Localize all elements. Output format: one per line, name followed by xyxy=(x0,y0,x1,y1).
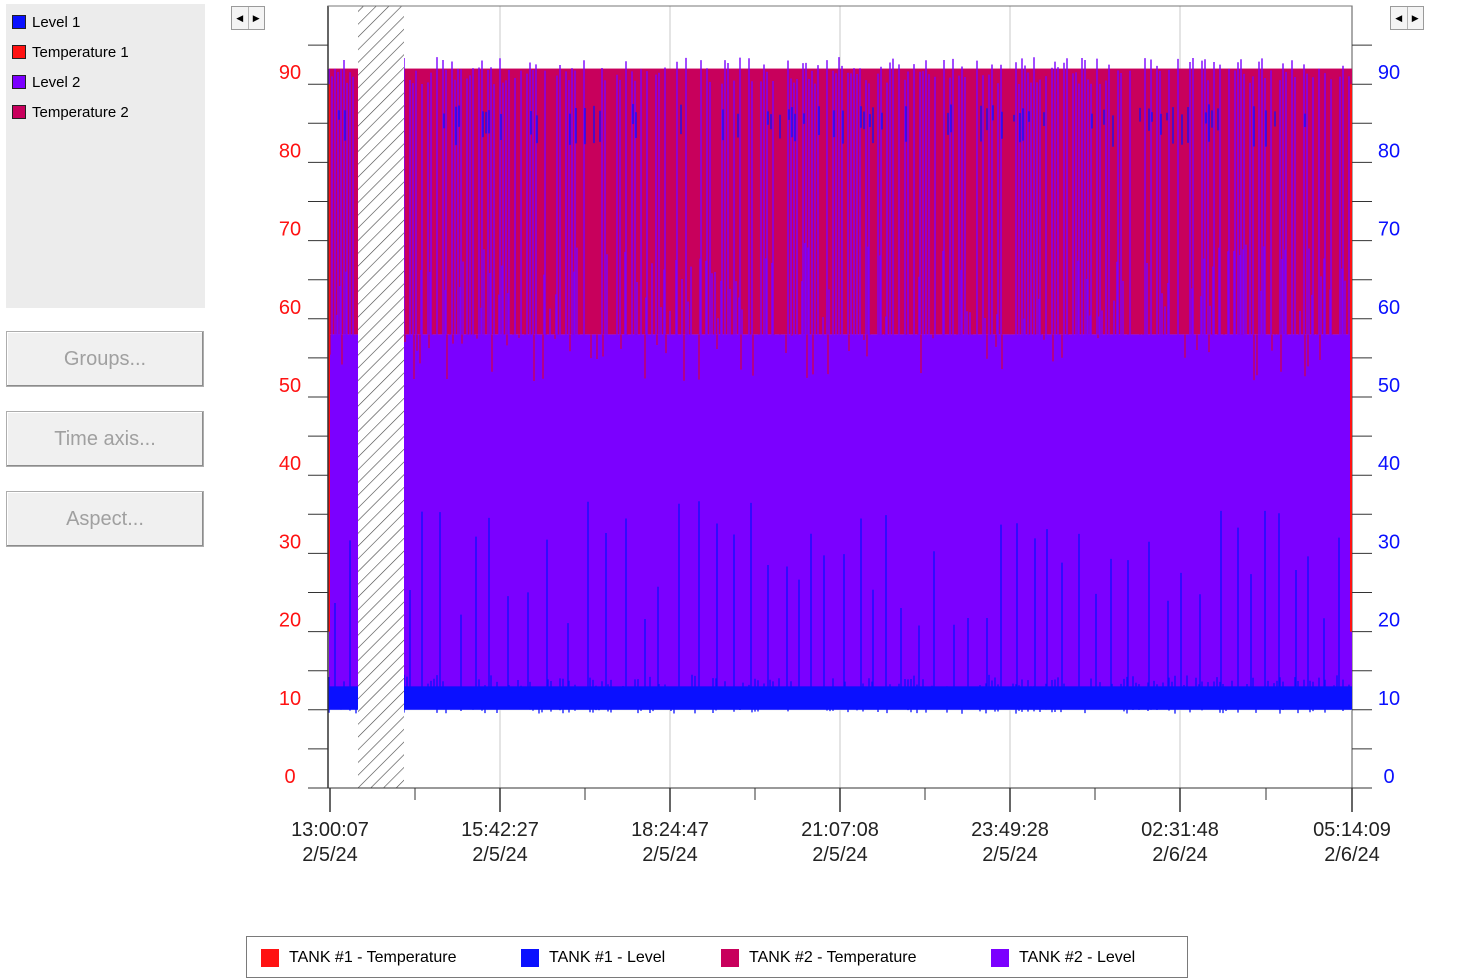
x-tick-time-label: 21:07:08 xyxy=(801,819,879,841)
x-tick-time-label: 18:24:47 xyxy=(631,819,709,841)
bottom-legend-item-tank1-temperature[interactable]: TANK #1 - Temperature xyxy=(261,949,456,967)
x-tick-time-label: 15:42:27 xyxy=(461,819,539,841)
right-tick-label: 0 xyxy=(1383,766,1394,788)
right-tick-label: 30 xyxy=(1378,531,1400,553)
left-tick-label: 70 xyxy=(279,219,301,241)
x-tick-date-label: 2/5/24 xyxy=(642,844,698,866)
left-tick-label: 50 xyxy=(279,375,301,397)
left-tick-label: 10 xyxy=(279,688,301,710)
x-tick-time-label: 13:00:07 xyxy=(291,819,369,841)
series-level-2-spikes xyxy=(329,60,353,334)
x-tick-date-label: 2/5/24 xyxy=(472,844,528,866)
bottom-legend-label: TANK #1 - Level xyxy=(549,949,665,967)
x-tick-date-label: 2/5/24 xyxy=(812,844,868,866)
bottom-legend-item-tank1-level[interactable]: TANK #1 - Level xyxy=(521,949,665,967)
right-tick-label: 10 xyxy=(1378,688,1400,710)
left-tick-label: 90 xyxy=(279,62,301,84)
bottom-legend-label: TANK #2 - Level xyxy=(1019,949,1135,967)
left-tick-label: 0 xyxy=(284,766,295,788)
left-tick-label: 80 xyxy=(279,140,301,162)
bottom-legend-label: TANK #2 - Temperature xyxy=(749,949,916,967)
bottom-legend-item-tank2-temperature[interactable]: TANK #2 - Temperature xyxy=(721,949,916,967)
bottom-legend-item-tank2-level[interactable]: TANK #2 - Level xyxy=(991,949,1135,967)
right-tick-label: 40 xyxy=(1378,453,1400,475)
series-level-2-band xyxy=(404,334,1352,694)
bottom-legend-label: TANK #1 - Temperature xyxy=(289,949,456,967)
tank2-level-swatch xyxy=(991,949,1009,967)
series-level-2-band xyxy=(329,334,358,694)
x-tick-date-label: 2/6/24 xyxy=(1152,844,1208,866)
right-tick-label: 80 xyxy=(1378,140,1400,162)
right-tick-label: 60 xyxy=(1378,297,1400,319)
bottom-legend: TANK #1 - Temperature TANK #1 - Level TA… xyxy=(246,936,1188,978)
left-tick-label: 20 xyxy=(279,610,301,632)
tank1-temperature-swatch xyxy=(261,949,279,967)
left-tick-label: 40 xyxy=(279,453,301,475)
right-tick-label: 90 xyxy=(1378,62,1400,84)
x-tick-date-label: 2/5/24 xyxy=(302,844,358,866)
x-tick-time-label: 23:49:28 xyxy=(971,819,1049,841)
x-tick-time-label: 05:14:09 xyxy=(1313,819,1391,841)
right-tick-label: 50 xyxy=(1378,375,1400,397)
x-tick-date-label: 2/5/24 xyxy=(982,844,1038,866)
left-tick-label: 30 xyxy=(279,531,301,553)
right-tick-label: 70 xyxy=(1378,219,1400,241)
tank1-level-swatch xyxy=(521,949,539,967)
left-tick-label: 60 xyxy=(279,297,301,319)
right-tick-label: 20 xyxy=(1378,610,1400,632)
x-tick-time-label: 02:31:48 xyxy=(1141,819,1219,841)
x-tick-date-label: 2/6/24 xyxy=(1324,844,1380,866)
tank2-temperature-swatch xyxy=(721,949,739,967)
no-data-hatch xyxy=(358,6,404,788)
